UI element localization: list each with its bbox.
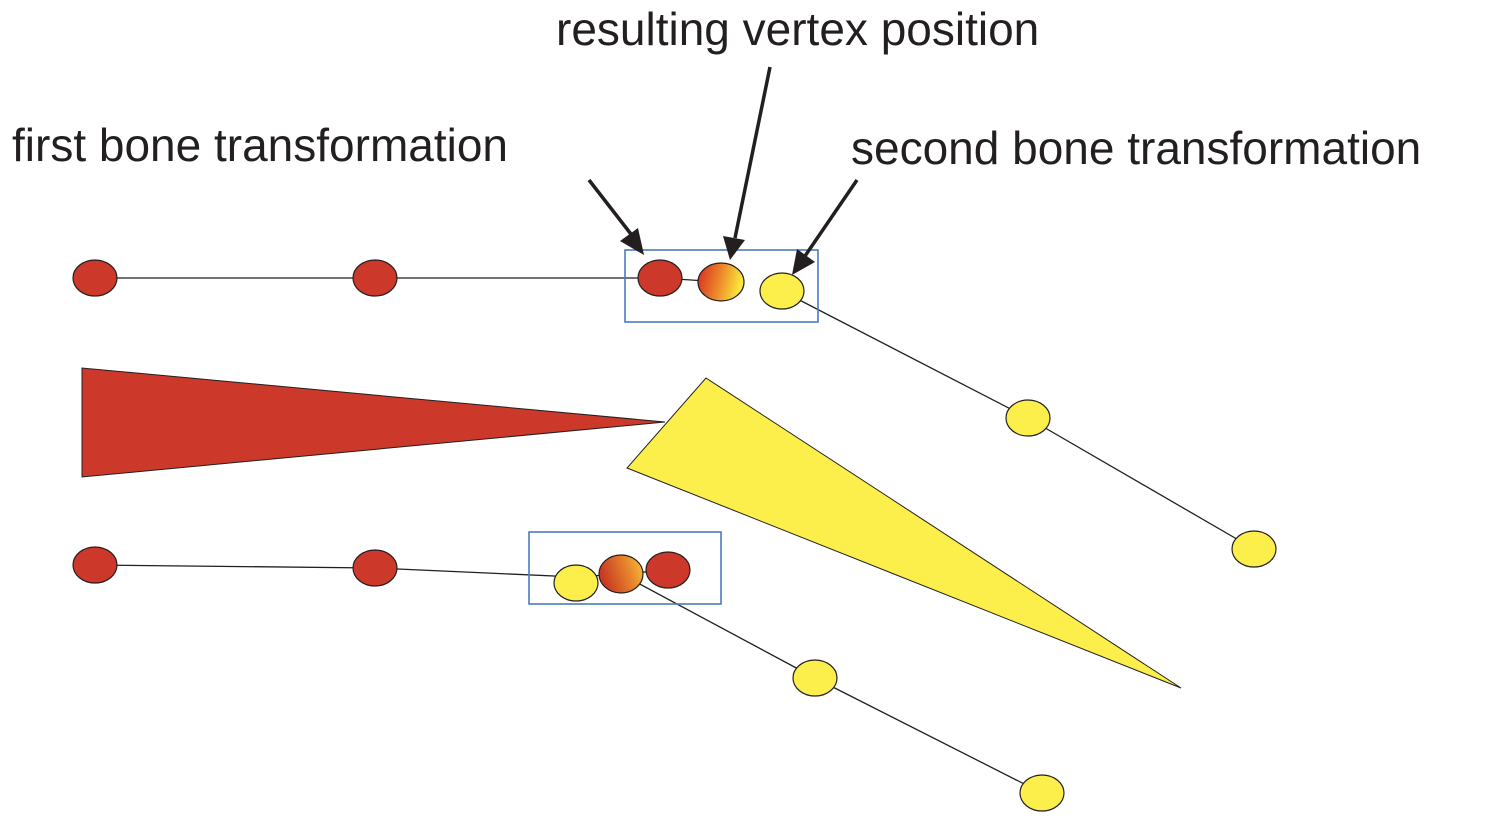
bottom-joint-red-3: [645, 551, 691, 589]
top-joint-yellow-3: [1231, 530, 1277, 568]
first-bone-triangle: [81, 367, 666, 478]
bottom-second-bone-line: [620, 573, 816, 679]
bottom-joint-yellow-2: [792, 659, 838, 697]
bottom-highlight-box: [528, 531, 722, 605]
top-second-bone-line-2: [1027, 417, 1255, 550]
top-joint-yellow-2: [1005, 399, 1051, 437]
top-joint-red-2: [352, 259, 398, 297]
bottom-joint-red-1: [72, 546, 118, 584]
bottom-blended-vertex: [598, 554, 644, 594]
arrowhead-first-bone: [620, 228, 644, 255]
bottom-second-bone-line-2: [814, 677, 1043, 794]
second-bone-triangle: [626, 377, 1182, 689]
top-second-bone-line: [781, 290, 1029, 419]
top-first-bone-line: [95, 277, 723, 283]
arrow-resulting-vertex: [733, 66, 772, 239]
bottom-bone-chain: [72, 531, 1065, 812]
top-joint-yellow-1: [759, 272, 805, 310]
top-bone-chain: [72, 249, 1277, 568]
annotation-arrows: [587, 66, 859, 275]
arrow-first-bone: [587, 178, 636, 240]
top-joint-red-1: [72, 259, 118, 297]
arrowhead-resulting-vertex: [723, 236, 745, 260]
top-blended-vertex: [697, 262, 745, 302]
label-resulting-vertex-position: resulting vertex position: [556, 3, 1039, 55]
bottom-joint-red-2: [352, 549, 398, 587]
bottom-joint-yellow-3: [1019, 774, 1065, 812]
top-highlight-box: [624, 249, 819, 323]
label-second-bone-transformation: second bone transformation: [851, 122, 1421, 174]
top-joint-red-3: [637, 259, 683, 297]
bottom-joint-yellow-1: [553, 564, 599, 602]
label-first-bone-transformation: first bone transformation: [12, 119, 508, 171]
arrowhead-second-bone: [792, 249, 815, 275]
arrow-second-bone: [803, 179, 859, 257]
